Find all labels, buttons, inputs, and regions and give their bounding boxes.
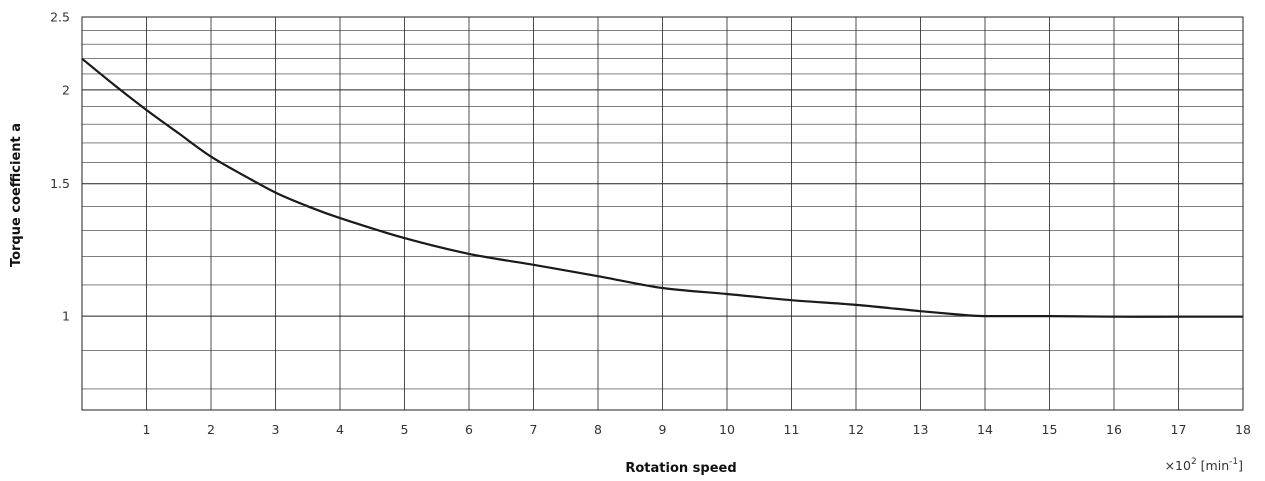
x-tick-label: 3 <box>272 422 280 437</box>
x-tick-label: 17 <box>1171 422 1187 437</box>
x-axis-title: Rotation speed <box>625 461 736 476</box>
y-tick-labels: 1 1.5 2 2.5 <box>50 10 70 324</box>
plot-frame <box>81 16 1244 411</box>
y-tick-label: 1 <box>62 309 70 324</box>
x-tick-label: 2 <box>207 422 215 437</box>
torque-curve <box>81 57 1243 318</box>
x-tick-label: 12 <box>848 422 864 437</box>
x-tick-label: 6 <box>465 422 473 437</box>
x-tick-label: 11 <box>784 422 800 437</box>
y-tick-label: 2.5 <box>50 10 70 25</box>
x-tick-label: 1 <box>143 422 151 437</box>
x-tick-label: 16 <box>1106 422 1122 437</box>
unit-close: ] <box>1238 458 1243 473</box>
x-tick-label: 18 <box>1235 422 1251 437</box>
y-tick-label: 2 <box>62 82 70 97</box>
x-tick-label: 7 <box>530 422 538 437</box>
unit-exponent: 2 <box>1191 457 1197 467</box>
x-tick-label: 4 <box>336 422 344 437</box>
x-tick-label: 14 <box>977 422 993 437</box>
unit-base: ×10 <box>1165 458 1191 473</box>
y-axis-title: Torque coefficient a <box>9 123 24 267</box>
x-tick-label: 13 <box>913 422 929 437</box>
x-tick-label: 15 <box>1042 422 1058 437</box>
x-tick-label: 5 <box>401 422 409 437</box>
x-tick-label: 8 <box>594 422 602 437</box>
x-tick-labels: 1 2 3 4 5 6 7 8 9 10 11 12 13 14 15 16 17 18 <box>143 422 1251 437</box>
series-layer <box>81 57 1243 318</box>
unit-suffix: [min <box>1197 458 1229 473</box>
x-tick-label: 10 <box>719 422 735 437</box>
y-tick-label: 1.5 <box>50 176 70 191</box>
x-tick-label: 9 <box>659 422 667 437</box>
x-axis-unit: ×102 [min-1] <box>1165 457 1243 473</box>
unit-suffix-exponent: -1 <box>1229 457 1238 467</box>
major-gridlines <box>82 16 1243 410</box>
